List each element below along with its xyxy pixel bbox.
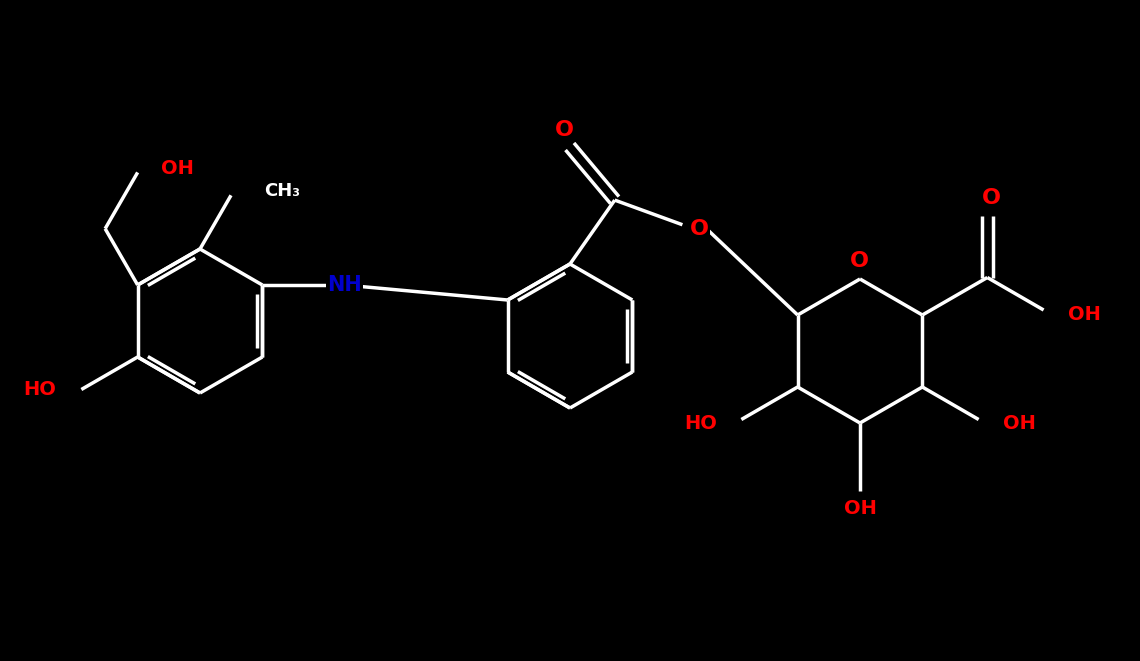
Text: CH₃: CH₃ <box>264 182 300 200</box>
Text: O: O <box>982 188 1001 208</box>
Text: HO: HO <box>684 414 717 433</box>
Text: OH: OH <box>1003 414 1035 433</box>
Text: OH: OH <box>844 500 877 518</box>
Text: O: O <box>849 251 869 271</box>
Text: NH: NH <box>327 275 361 295</box>
Text: OH: OH <box>1067 305 1100 323</box>
Text: O: O <box>690 219 709 239</box>
Text: HO: HO <box>24 380 56 399</box>
Text: OH: OH <box>161 159 194 178</box>
Text: O: O <box>555 120 575 141</box>
